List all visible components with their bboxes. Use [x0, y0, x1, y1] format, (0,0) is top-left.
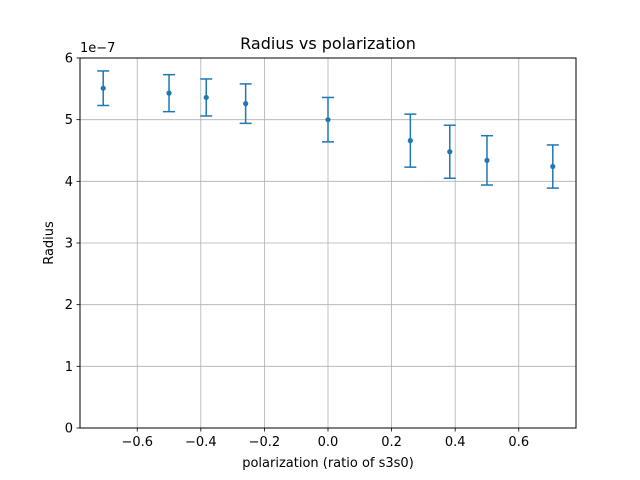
data-point	[166, 90, 172, 96]
x-tick-label: 0.4	[445, 435, 466, 450]
data-point	[243, 101, 249, 107]
x-tick-label: 0.6	[508, 435, 529, 450]
y-tick-label: 2	[65, 298, 73, 313]
y-tick-label: 5	[65, 113, 73, 128]
x-axis-label: polarization (ratio of s3s0)	[242, 456, 414, 471]
data-point	[203, 94, 209, 101]
data-point	[447, 149, 453, 155]
axis-ticks: −0.6 −0.4 −0.2 0.0 0.2 0.4 0.6 0 1 2 3 4 5 6	[65, 52, 529, 451]
x-tick-label: −0.6	[121, 435, 153, 450]
x-tick-label: 0.0	[318, 435, 339, 450]
data-point	[407, 138, 413, 144]
y-offset-label: 1e−7	[80, 41, 115, 56]
x-tick-label: −0.4	[185, 435, 217, 450]
y-tick-label: 0	[65, 422, 73, 437]
x-tick-label: 0.2	[381, 435, 402, 450]
data-point-group	[97, 70, 110, 107]
y-tick-label: 3	[65, 237, 73, 252]
data-point	[484, 157, 490, 163]
data-series	[97, 70, 559, 189]
chart-title: Radius vs polarization	[240, 34, 416, 53]
y-tick-label: 4	[65, 175, 73, 190]
data-point-group	[322, 96, 334, 143]
data-point-group	[200, 78, 213, 117]
data-point-group	[404, 113, 417, 168]
y-axis-label: Radius	[42, 221, 57, 265]
x-tick-label: −0.2	[249, 435, 281, 450]
y-tick-label: 1	[65, 360, 73, 375]
data-point-group	[239, 83, 252, 125]
y-tick-label: 6	[65, 52, 73, 67]
data-point	[550, 163, 556, 170]
data-point	[325, 117, 331, 123]
data-point-group	[480, 134, 493, 186]
data-point-group	[546, 144, 559, 189]
data-point-group	[443, 124, 456, 179]
data-point	[100, 85, 106, 91]
data-point-group	[163, 73, 176, 113]
